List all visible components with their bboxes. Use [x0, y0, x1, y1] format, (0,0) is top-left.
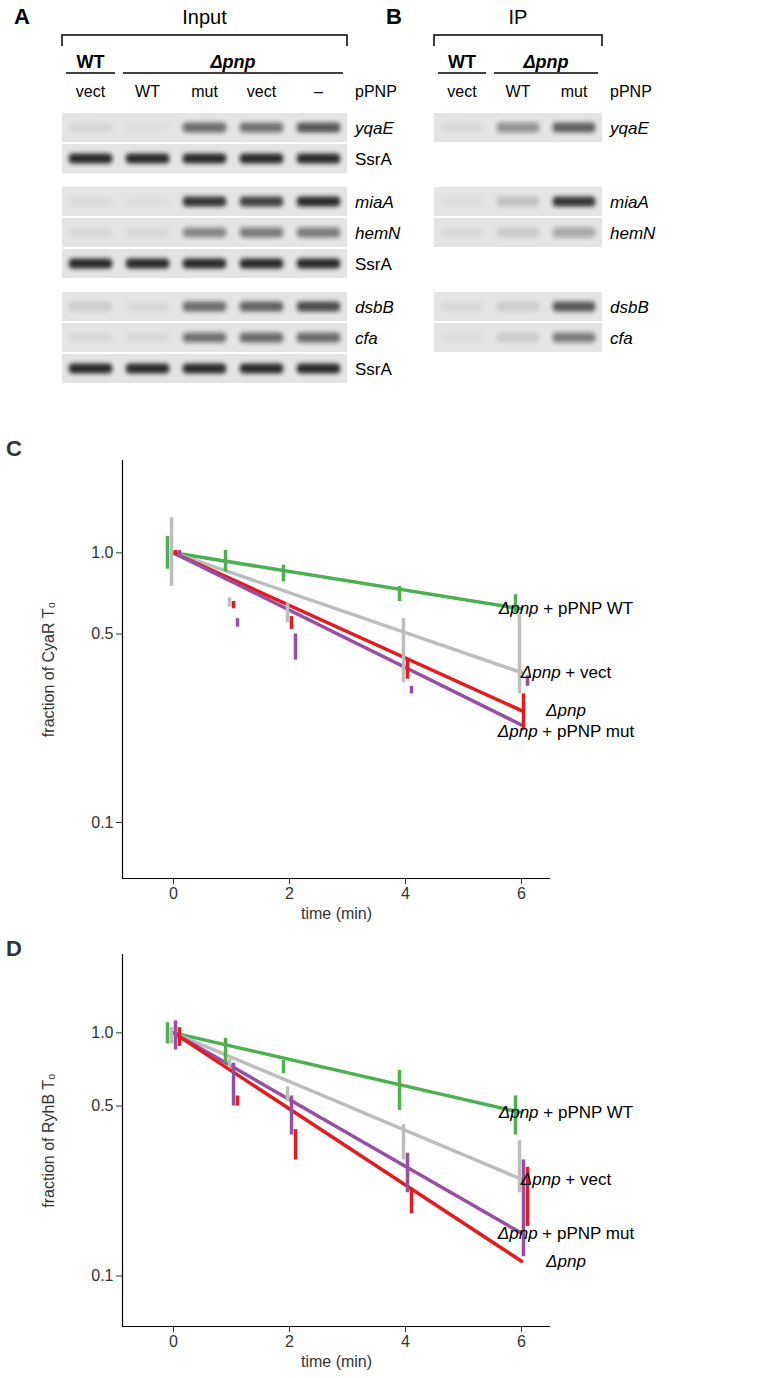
svg-text:miaA: miaA [355, 193, 394, 212]
svg-text:–: – [314, 83, 323, 100]
svg-text:fraction of RyhB T₀: fraction of RyhB T₀ [40, 1073, 57, 1207]
svg-text:B: B [386, 4, 402, 29]
svg-text:1.0: 1.0 [91, 544, 113, 561]
svg-text:vect: vect [447, 83, 477, 100]
svg-text:time (min): time (min) [301, 905, 372, 922]
svg-text:WT: WT [448, 52, 476, 72]
svg-text:Input: Input [182, 6, 227, 28]
svg-text:WT: WT [135, 83, 160, 100]
svg-text:0: 0 [169, 1333, 178, 1350]
svg-text:Δpnp + vect: Δpnp + vect [520, 663, 612, 682]
svg-text:WT: WT [506, 83, 531, 100]
svg-text:0.5: 0.5 [91, 1097, 113, 1114]
svg-text:time (min): time (min) [301, 1353, 372, 1370]
svg-text:pPNP: pPNP [355, 83, 397, 100]
svg-text:0: 0 [169, 885, 178, 902]
svg-text:Δpnp: Δpnp [545, 1252, 586, 1271]
svg-text:2: 2 [285, 1333, 294, 1350]
svg-text:vect: vect [76, 83, 106, 100]
svg-text:vect: vect [247, 83, 277, 100]
svg-text:miaA: miaA [610, 193, 649, 212]
svg-text:Δpnp + vect: Δpnp + vect [520, 1170, 612, 1189]
svg-text:A: A [14, 4, 30, 29]
svg-text:pPNP: pPNP [610, 83, 652, 100]
svg-text:0.1: 0.1 [91, 814, 113, 831]
svg-text:4: 4 [401, 885, 410, 902]
svg-text:Δpnp + pPNP WT: Δpnp + pPNP WT [498, 1103, 633, 1122]
svg-text:WT: WT [77, 52, 105, 72]
svg-text:dsbB: dsbB [610, 298, 649, 317]
svg-text:mut: mut [191, 83, 218, 100]
svg-text:1.0: 1.0 [91, 1024, 113, 1041]
svg-text:IP: IP [509, 6, 528, 28]
svg-text:D: D [6, 936, 22, 961]
svg-text:cfa: cfa [355, 329, 378, 348]
svg-text:fraction of CyaR T₀: fraction of CyaR T₀ [40, 602, 57, 737]
svg-text:mut: mut [561, 83, 588, 100]
svg-text:hemN: hemN [355, 224, 401, 243]
svg-text:SsrA: SsrA [355, 150, 393, 169]
svg-text:cfa: cfa [610, 329, 633, 348]
svg-text:dsbB: dsbB [355, 298, 394, 317]
svg-text:Δpnp: Δpnp [209, 52, 255, 72]
svg-text:Δpnp: Δpnp [545, 701, 586, 720]
svg-text:0.1: 0.1 [91, 1267, 113, 1284]
svg-text:0.5: 0.5 [91, 625, 113, 642]
svg-text:SsrA: SsrA [355, 255, 393, 274]
svg-text:hemN: hemN [610, 224, 656, 243]
svg-text:C: C [6, 436, 22, 461]
svg-text:Δpnp + pPNP mut: Δpnp + pPNP mut [497, 722, 635, 741]
svg-text:Δpnp + pPNP mut: Δpnp + pPNP mut [497, 1224, 635, 1243]
svg-text:6: 6 [517, 1333, 526, 1350]
svg-text:Δpnp: Δpnp [522, 52, 568, 72]
svg-text:yqaE: yqaE [609, 119, 649, 138]
svg-text:Δpnp + pPNP WT: Δpnp + pPNP WT [498, 599, 633, 618]
svg-text:yqaE: yqaE [354, 119, 394, 138]
svg-text:6: 6 [517, 885, 526, 902]
svg-text:2: 2 [285, 885, 294, 902]
svg-text:SsrA: SsrA [355, 360, 393, 379]
svg-text:4: 4 [401, 1333, 410, 1350]
